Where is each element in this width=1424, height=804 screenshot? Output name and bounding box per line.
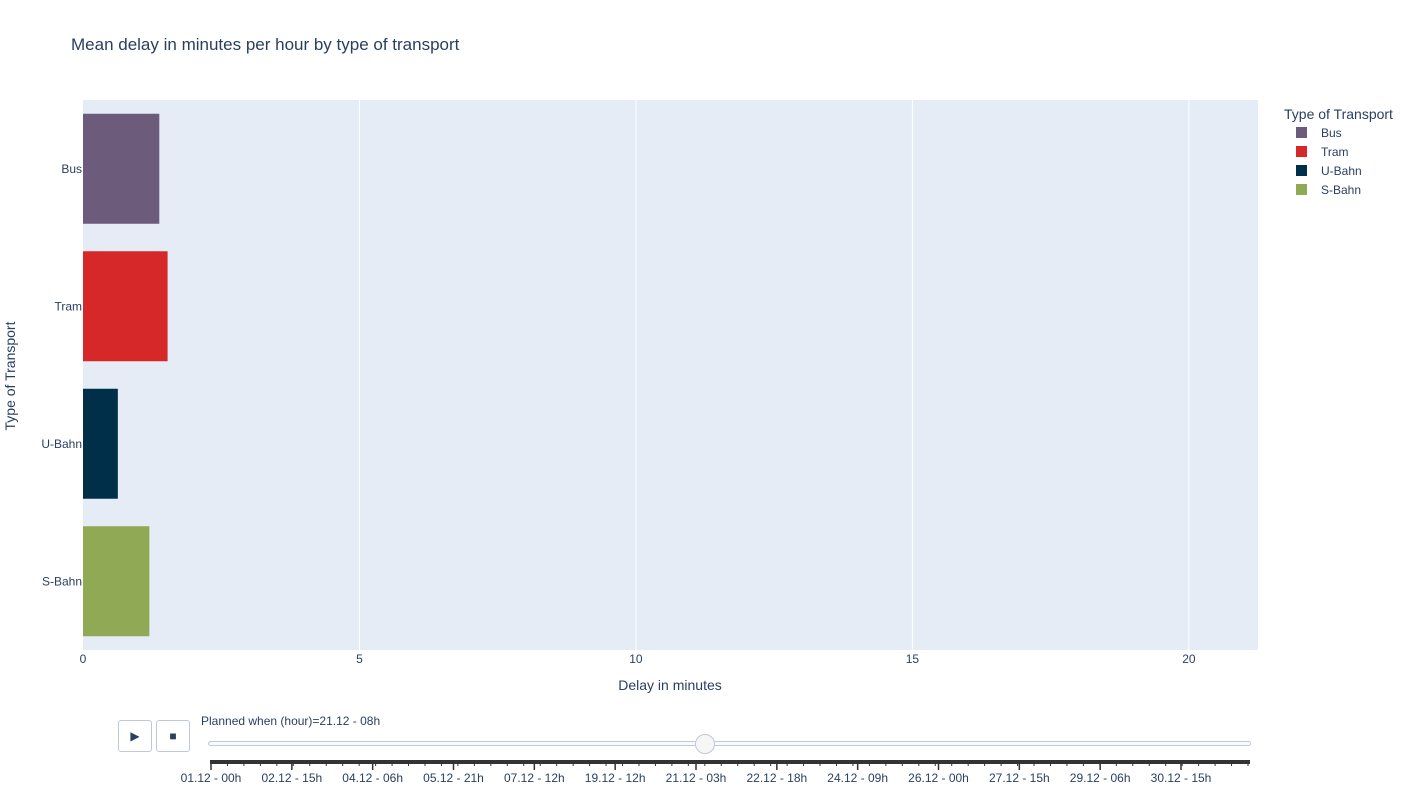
bar[interactable] (83, 526, 150, 637)
stop-button[interactable]: ■ (156, 720, 190, 752)
legend-swatch[interactable] (1296, 146, 1307, 157)
y-tick-label: Tram (54, 299, 82, 313)
bars (83, 113, 168, 637)
y-tick-label: S-Bahn (42, 574, 82, 588)
x-tick-label: 10 (629, 652, 643, 666)
slider-tick-label: 27.12 - 15h (988, 771, 1050, 785)
slider-tick-label: 07.12 - 12h (503, 771, 565, 785)
slider-handle[interactable] (694, 734, 715, 754)
slider-tick-label: 05.12 - 21h (423, 771, 484, 785)
slider-tick-label: 01.12 - 00h (180, 771, 242, 785)
slider-tick-label: 22.12 - 18h (746, 771, 808, 785)
x-axis-ticks: 0 5 10 15 20 (80, 652, 1196, 666)
y-tick-label: Bus (61, 162, 82, 176)
legend-swatch[interactable] (1296, 165, 1307, 176)
slider-tick-label: 19.12 - 12h (584, 771, 646, 785)
legend-swatch[interactable] (1296, 184, 1307, 195)
legend-title: Type of Transport (1284, 106, 1393, 122)
legend-label[interactable]: S-Bahn (1321, 183, 1361, 197)
legend-label[interactable]: Bus (1321, 126, 1342, 140)
legend-label[interactable]: U-Bahn (1321, 164, 1362, 178)
slider-tick-label: 04.12 - 06h (342, 771, 404, 785)
bar[interactable] (83, 388, 118, 499)
x-tick-label: 20 (1182, 652, 1196, 666)
slider-tick-label: 24.12 - 09h (827, 771, 889, 785)
y-axis-title: Type of Transport (2, 321, 18, 430)
slider-ticks (210, 760, 1250, 770)
x-tick-label: 0 (80, 652, 87, 666)
x-tick-label: 15 (906, 652, 920, 666)
y-axis-ticks: Bus Tram U-Bahn S-Bahn (41, 162, 82, 589)
x-tick-label: 5 (356, 652, 363, 666)
play-button[interactable]: ▶ (118, 720, 152, 752)
slider-track[interactable] (208, 741, 1251, 746)
play-icon: ▶ (130, 729, 140, 743)
legend-swatch[interactable] (1296, 127, 1307, 138)
slider-current-label: Planned when (hour)=21.12 - 08h (201, 714, 381, 728)
slider-tick-label: 02.12 - 15h (261, 771, 323, 785)
bar[interactable] (83, 251, 168, 362)
chart-title: Mean delay in minutes per hour by type o… (71, 35, 460, 54)
slider-tick-label: 21.12 - 03h (665, 771, 727, 785)
legend[interactable]: Bus Tram U-Bahn S-Bahn (1296, 126, 1362, 197)
grid (358, 100, 1190, 650)
stop-icon: ■ (169, 729, 177, 743)
plot-area (83, 100, 1258, 650)
legend-label[interactable]: Tram (1321, 145, 1349, 159)
x-axis-title: Delay in minutes (618, 677, 722, 693)
slider-tick-label: 29.12 - 06h (1069, 771, 1131, 785)
slider-tick-label: 30.12 - 15h (1150, 771, 1212, 785)
y-tick-label: U-Bahn (41, 437, 82, 451)
slider-tick-label: 26.12 - 00h (908, 771, 969, 785)
bar[interactable] (83, 113, 160, 224)
